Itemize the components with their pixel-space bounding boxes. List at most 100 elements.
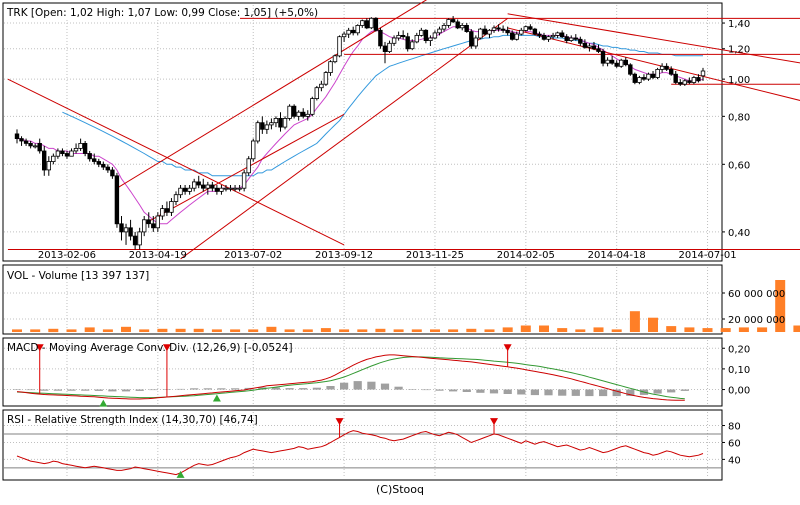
candle-body (623, 59, 628, 66)
candle-body (160, 208, 165, 217)
y-tick-label: 40 (728, 455, 741, 466)
candle-body (42, 150, 47, 171)
candle-body (382, 45, 388, 52)
macd-histogram-bar (135, 389, 144, 391)
candle-body (87, 153, 92, 160)
candle-body (264, 124, 270, 130)
candle-body (555, 32, 560, 36)
candle-body (341, 33, 347, 38)
ma-short-line (17, 26, 704, 225)
candle-body (600, 51, 606, 64)
macd-sell-marker (162, 344, 171, 352)
candle-body (33, 145, 38, 148)
candle-body (55, 150, 61, 157)
candle-body (414, 35, 419, 43)
candle-body (469, 31, 474, 47)
y-tick-label: 1,20 (728, 45, 750, 56)
y-tick-label: 60 (728, 438, 741, 449)
volume-bar (48, 328, 59, 333)
candle-body (409, 41, 415, 50)
candle-body (23, 140, 29, 144)
candle-body (82, 142, 88, 154)
volume-bar (302, 329, 313, 332)
rsi-grid (4, 412, 722, 478)
candle-body (228, 187, 233, 190)
macd-histogram-bar (190, 388, 199, 390)
candle-body (628, 64, 633, 75)
volume-bar (102, 329, 113, 332)
candle-body (319, 83, 324, 89)
rsi-title: RSI - Relative Strength Index (14,30,70)… (7, 414, 258, 426)
volume-bar (139, 329, 150, 332)
candle-body (682, 80, 687, 85)
macd-histogram-bar (599, 389, 608, 397)
candle-body (101, 163, 106, 168)
volume-bar (557, 328, 568, 332)
candle-body (659, 65, 665, 70)
macd-histogram-bar (530, 389, 539, 396)
volume-bar (230, 329, 241, 332)
candle-body (51, 155, 56, 162)
candle-body (314, 87, 319, 99)
candle-body (664, 65, 669, 70)
price-candles (14, 16, 706, 250)
volume-bar (648, 317, 658, 332)
candle-body (400, 35, 406, 38)
candle-body (337, 36, 342, 57)
candle-body (260, 122, 265, 130)
price-title-bg (5, 5, 240, 19)
macd-histogram-bar (558, 389, 567, 396)
candle-body (378, 29, 383, 47)
volume-bar (375, 328, 386, 333)
candle-body (128, 227, 133, 237)
macd-histogram-bar (176, 388, 185, 390)
candle-body (255, 122, 260, 142)
candle-body (237, 187, 242, 190)
candle-body (419, 29, 424, 36)
candle-body (523, 26, 528, 31)
volume-bar (193, 328, 204, 333)
macd-y-ticks: 0,00 0,10 0,20 (722, 344, 750, 397)
rsi-line (16, 430, 704, 476)
candle-body (364, 20, 369, 29)
candle-body (496, 27, 501, 30)
x-tick-label: 2013-11-25 (406, 250, 464, 261)
candle-body (73, 147, 79, 152)
candle-body (164, 208, 170, 213)
candle-body (78, 142, 83, 149)
macd-histogram-bar (462, 389, 471, 392)
candle-body (578, 38, 583, 44)
volume-title: VOL - Volume [13 397 137] (7, 270, 149, 282)
volume-bar (175, 328, 186, 333)
candle-body (387, 42, 392, 52)
macd-histogram-bar (667, 389, 676, 393)
y-tick-label: 1,40 (728, 19, 750, 30)
trendline (116, 0, 428, 189)
candle-body (405, 36, 410, 50)
trendline (180, 17, 508, 260)
price-trendlines (7, 0, 800, 260)
volume-bar (284, 329, 295, 332)
y-tick-label: 0,80 (728, 112, 750, 123)
candle-body (691, 77, 697, 83)
candle-body (369, 17, 374, 29)
macd-lines (16, 354, 685, 401)
rsi-panel: 40 60 80 RSI - Relative Strength Index (14… (2, 409, 741, 481)
candle-body (141, 219, 147, 233)
candle-body (669, 69, 674, 75)
candle-body (305, 113, 310, 117)
candle-body (205, 184, 210, 189)
candle-body (609, 59, 615, 64)
volume-bar (248, 329, 259, 332)
candle-body (250, 140, 256, 160)
candle-body (92, 158, 97, 162)
candle-body (650, 73, 656, 78)
macd-histogram-bar (653, 389, 662, 394)
rsi-lines (16, 430, 704, 476)
volume-bar (448, 329, 459, 332)
volume-bar (30, 329, 41, 332)
candle-body (355, 24, 360, 34)
volume-bar (575, 329, 586, 332)
candle-body (300, 111, 306, 117)
macd-buy-marker (212, 394, 221, 402)
